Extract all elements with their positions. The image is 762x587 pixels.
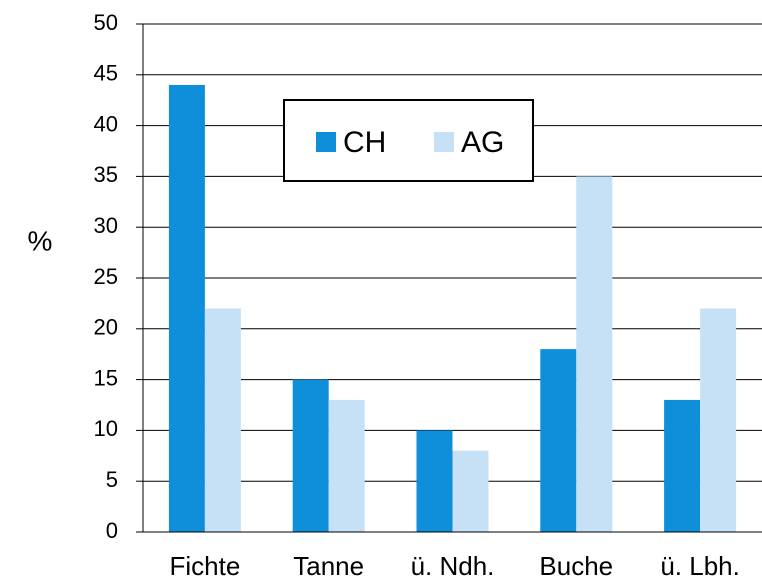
bar [204, 308, 241, 532]
y-tick-label: 25 [94, 264, 118, 289]
bar [664, 399, 701, 532]
bar [328, 399, 365, 532]
y-tick-label: 50 [94, 10, 118, 35]
bar [168, 84, 205, 533]
x-tick-label: ü. Ndh. [411, 551, 495, 581]
bar [540, 349, 577, 532]
y-tick-label: 15 [94, 365, 118, 390]
legend-swatch [316, 132, 336, 152]
bar [452, 450, 489, 532]
bar [576, 176, 613, 532]
x-tick-label: Fichte [169, 551, 240, 581]
y-tick-label: 0 [106, 518, 118, 543]
x-tick-label: Buche [539, 551, 613, 581]
y-tick-label: 30 [94, 213, 118, 238]
y-tick-label: 10 [94, 416, 118, 441]
bar [416, 430, 453, 532]
y-tick-label: 45 [94, 61, 118, 86]
bar [292, 379, 329, 532]
legend-label: CH [343, 126, 386, 159]
y-tick-label: 5 [106, 467, 118, 492]
y-tick-label: 35 [94, 162, 118, 187]
bar [700, 308, 737, 532]
y-tick-label: 40 [94, 111, 118, 136]
y-axis-label: % [28, 225, 53, 256]
x-tick-label: Tanne [293, 551, 364, 581]
legend-swatch [434, 132, 454, 152]
x-tick-label: ü. Lbh. [660, 551, 740, 581]
legend-label: AG [461, 126, 504, 159]
y-tick-label: 20 [94, 315, 118, 340]
